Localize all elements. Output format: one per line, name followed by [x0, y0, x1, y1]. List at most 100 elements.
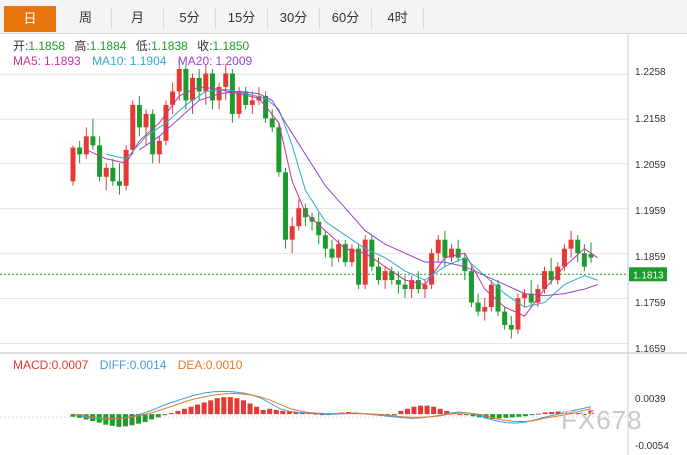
dea-line: [72, 392, 592, 422]
candle-body: [442, 239, 448, 258]
open-label: 开:: [13, 39, 28, 53]
candle-body: [342, 244, 348, 263]
macd-bar: [149, 414, 155, 420]
macd-bar: [129, 414, 135, 426]
macd-bar: [286, 411, 292, 415]
macd-bar: [457, 414, 463, 416]
tab-daily[interactable]: 日: [4, 6, 56, 32]
ma20-value: 1.2009: [215, 54, 252, 68]
current-price-label: 1.1813: [633, 270, 664, 281]
price-tick-label: 1.1859: [635, 252, 666, 263]
candle-body: [356, 248, 362, 285]
macd-bar: [319, 414, 325, 416]
high-value: 1.1884: [90, 39, 127, 53]
tab-5min[interactable]: 5分: [164, 7, 216, 29]
macd-bar: [214, 398, 220, 415]
candle-body: [475, 302, 481, 312]
diff-label: DIFF:: [100, 358, 130, 372]
candle-body: [581, 253, 587, 267]
candle-body: [522, 293, 528, 299]
candle-body: [568, 239, 574, 249]
candlestick-chart: 1.2258 1.2158 1.2059 1.1959 1.1859 1.175…: [0, 34, 687, 455]
tab-60min[interactable]: 60分: [320, 7, 372, 29]
tab-15min[interactable]: 15分: [216, 7, 268, 29]
candle-body: [462, 257, 468, 272]
candle-body: [150, 113, 156, 155]
candle-body: [77, 147, 83, 155]
candle-body: [190, 77, 196, 101]
candle-body: [309, 217, 315, 222]
macd-bar: [201, 402, 207, 415]
macd-bar: [109, 414, 115, 426]
current-price-badge: [629, 267, 667, 282]
ma-line-ma5: [86, 86, 598, 317]
macd-bar: [522, 414, 528, 417]
candle-body: [83, 136, 89, 155]
ma10-label: MA10:: [92, 54, 127, 68]
price-tick-label: 1.1959: [635, 206, 666, 217]
macd-legend: MACD:0.0007 DIFF:0.0014 DEA:0.0010: [13, 358, 243, 372]
macd-bar: [529, 414, 535, 416]
price-tick-label: 1.2258: [635, 67, 666, 78]
candle-body: [495, 284, 501, 312]
candle-body: [209, 73, 215, 101]
macd-bar: [299, 412, 305, 415]
macd-value: 0.0007: [52, 358, 89, 372]
candle-body: [575, 239, 581, 254]
candle-body: [548, 271, 554, 281]
candle-body: [561, 248, 567, 267]
tab-weekly[interactable]: 周: [60, 7, 112, 29]
macd-bar: [293, 412, 299, 415]
macd-bar: [431, 406, 437, 415]
macd-bar: [234, 398, 240, 415]
tab-monthly[interactable]: 月: [112, 7, 164, 29]
macd-bar: [509, 414, 515, 418]
macd-bar: [116, 414, 122, 427]
macd-bar: [398, 410, 404, 415]
high-label: 高:: [74, 38, 89, 53]
ma10-value: 1.1904: [130, 54, 167, 68]
macd-bar: [90, 414, 96, 422]
candle-body: [395, 280, 401, 285]
macd-bar: [411, 406, 417, 415]
candle-body: [110, 167, 116, 182]
price-tick-label: 1.1659: [635, 344, 666, 355]
candle-body: [236, 91, 242, 114]
candle-body: [223, 73, 229, 87]
macd-bar: [240, 400, 246, 415]
candle-body: [329, 248, 335, 258]
candle-body: [488, 284, 494, 308]
candle-body: [482, 307, 488, 312]
tab-30min[interactable]: 30分: [268, 7, 320, 29]
candles: [70, 59, 594, 339]
candle-body: [196, 77, 202, 92]
price-tick-label: 1.1759: [635, 298, 666, 309]
macd-bar: [404, 408, 410, 415]
macd-bar: [588, 410, 594, 415]
macd-bar: [188, 406, 194, 415]
candle-body: [103, 167, 109, 177]
moving-averages: [86, 86, 598, 317]
macd-bar: [208, 400, 214, 415]
ma-line-ma20: [139, 90, 598, 297]
candle-body: [136, 104, 142, 128]
candle-body: [422, 284, 428, 290]
macd-bar: [70, 414, 76, 417]
macd-bar: [162, 414, 168, 416]
diff-value: 0.0014: [130, 358, 167, 372]
macd-bar: [581, 414, 587, 416]
tab-4hour[interactable]: 4时: [372, 7, 424, 29]
candle-body: [409, 280, 415, 290]
fx678-watermark: FX678: [561, 405, 643, 435]
ohlc-legend: 开:1.1858 高:1.1884 低:1.1838 收:1.1850: [13, 38, 250, 53]
candle-body: [542, 271, 548, 290]
macd-bar: [503, 414, 509, 418]
macd-tick-label: 0.0039: [635, 394, 666, 405]
candle-body: [203, 73, 209, 92]
ma20-label: MA20:: [178, 54, 213, 68]
candle-body: [362, 239, 368, 285]
macd-bar: [221, 397, 227, 415]
macd-bar: [155, 414, 161, 418]
low-label: 低:: [136, 39, 151, 53]
macd-tick-label: -0.0054: [635, 441, 669, 452]
